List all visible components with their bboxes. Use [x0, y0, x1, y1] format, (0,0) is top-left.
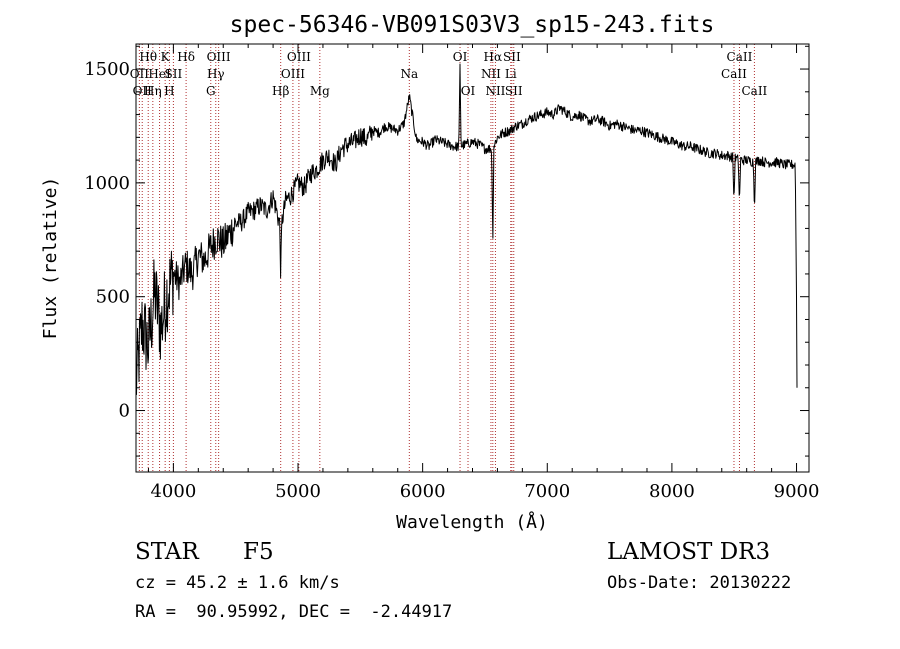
spectrum-series	[135, 63, 798, 395]
x-tick-label-2: 6000	[400, 481, 446, 502]
line-label-4: HeI	[148, 67, 171, 81]
line-label-15: Mg	[310, 84, 330, 98]
line-label-5: K	[161, 50, 171, 64]
coordinates: RA = 90.95992, DEC = -2.44917	[135, 602, 453, 622]
line-label-14: OIII	[287, 50, 311, 64]
line-label-8: Hδ	[177, 50, 195, 64]
line-label-3: Hη	[144, 84, 162, 98]
obs-date: Obs-Date: 20130222	[607, 573, 792, 593]
line-label-0: OII	[130, 67, 150, 81]
line-label-27: CaII	[741, 84, 767, 98]
y-tick-label-1: 500	[96, 287, 130, 308]
line-label-9: G	[206, 84, 216, 98]
line-label-26: CaII	[727, 50, 753, 64]
line-label-2: Hθ	[139, 50, 157, 64]
line-label-17: OI	[453, 50, 468, 64]
chart-title: spec-56346-VB091S03V3_sp15-243.fits	[230, 12, 715, 38]
line-label-24: SII	[505, 84, 523, 98]
y-tick-label-0: 0	[119, 401, 130, 422]
x-tick-label-1: 5000	[275, 481, 321, 502]
x-tick-label-4: 8000	[649, 481, 695, 502]
x-tick-label-5: 9000	[774, 481, 820, 502]
y-tick-label-3: 1500	[84, 59, 130, 80]
line-label-6: H	[164, 84, 174, 98]
emission-line-markers	[138, 44, 755, 472]
line-labels: OII OII Hθ Hη HeI K H SII Hδ G Hγ OIII Hβ OIII OIII Mg N…	[130, 50, 768, 98]
x-tick-label-3: 7000	[524, 481, 570, 502]
line-label-16: Na	[400, 67, 418, 81]
axis-ticks: 4000 5000 6000 7000 8000 9000 0 500 1000 1500	[84, 44, 819, 502]
line-label-18: OI	[461, 84, 476, 98]
line-label-10: Hγ	[207, 67, 225, 81]
line-label-19: NII	[481, 67, 501, 81]
object-class: STAR	[135, 539, 199, 565]
line-label-20: Hα	[484, 50, 503, 64]
line-label-23: SII	[503, 50, 521, 64]
spectrum-line	[135, 63, 798, 395]
x-tick-label-0: 4000	[150, 481, 196, 502]
x-axis-label: Wavelength (Å)	[396, 511, 548, 533]
line-label-11: OIII	[207, 50, 231, 64]
y-axis-label: Flux (relative)	[40, 177, 61, 340]
survey-name: LAMOST DR3	[607, 539, 771, 565]
line-label-21: NII	[485, 84, 505, 98]
line-label-7: SII	[165, 67, 183, 81]
line-label-1: OII	[133, 84, 153, 98]
line-label-22: Li	[505, 67, 517, 81]
subclass: F5	[243, 539, 274, 565]
y-tick-label-2: 1000	[84, 173, 130, 194]
line-label-12: Hβ	[272, 84, 289, 98]
redshift-readout: cz = 45.2 ± 1.6 km/s	[135, 573, 340, 593]
line-label-25: CaII	[721, 67, 747, 81]
line-label-13: OIII	[281, 67, 305, 81]
